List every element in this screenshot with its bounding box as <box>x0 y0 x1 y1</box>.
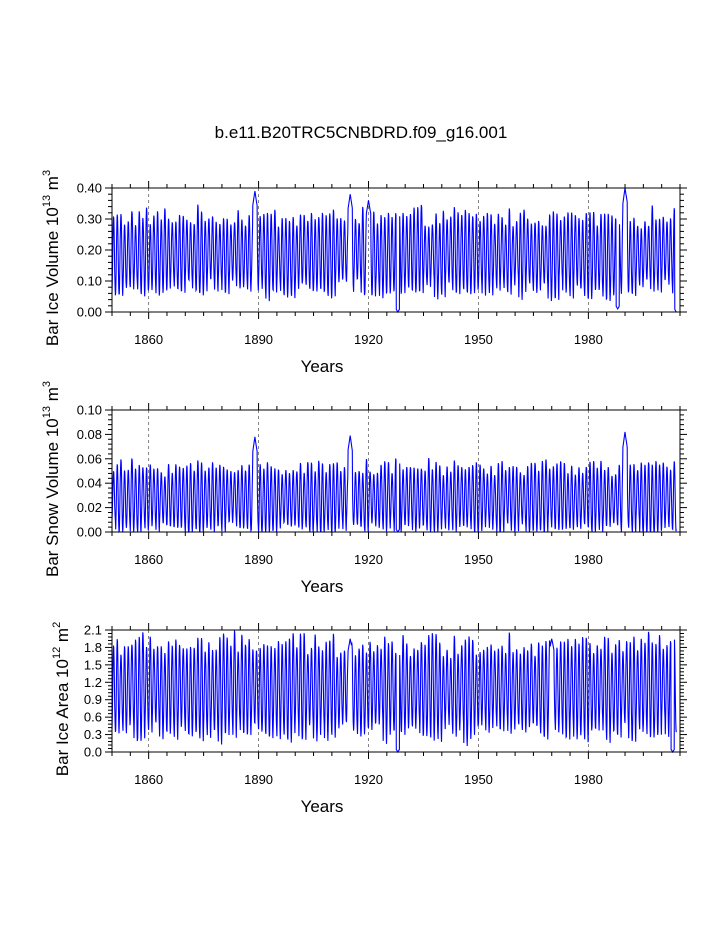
x-axis-label: Years <box>301 797 344 816</box>
ytick-label: 0.6 <box>84 710 102 725</box>
xtick-label: 1890 <box>244 332 273 347</box>
xtick-label: 1950 <box>464 552 493 567</box>
y-axis-label: Bar Snow Volume 1013 m3 <box>41 381 62 577</box>
xtick-label: 1890 <box>244 552 273 567</box>
ytick-label: 0.10 <box>77 403 102 418</box>
x-axis-label: Years <box>301 357 344 376</box>
ytick-label: 0.20 <box>77 243 102 258</box>
panel-ice-area: 0.0 0.3 0.6 0.9 1.2 1.5 1.8 2.1 1860 1890 1920 1950… <box>51 622 687 816</box>
ytick-label: 2.1 <box>84 623 102 638</box>
xtick-label: 1860 <box>134 332 163 347</box>
xtick-label: 1890 <box>244 772 273 787</box>
ytick-label: 1.5 <box>84 657 102 672</box>
y-axis-label: Bar Ice Volume 1013 m3 <box>41 170 62 346</box>
xtick-label: 1920 <box>354 332 383 347</box>
ytick-label: 0.02 <box>77 500 102 515</box>
ytick-label: 0.10 <box>77 274 102 289</box>
page-title: b.e11.B20TRC5CNBDRD.f09_g16.001 <box>215 123 508 142</box>
xtick-label: 1950 <box>464 332 493 347</box>
x-axis-label: Years <box>301 577 344 596</box>
ytick-label: 0.40 <box>77 181 102 196</box>
xtick-label: 1860 <box>134 772 163 787</box>
ytick-label: 0.08 <box>77 427 102 442</box>
ytick-label: 0.9 <box>84 692 102 707</box>
plot-frame <box>111 629 681 753</box>
ytick-label: 0.04 <box>77 476 102 491</box>
xtick-label: 1920 <box>354 772 383 787</box>
panels: 0.00 0.10 0.20 0.30 0.40 1860 1890 1920 1950 1980… <box>41 170 687 816</box>
ytick-label: 0.00 <box>77 525 102 540</box>
y-axis-label: Bar Ice Area 1012 m2 <box>51 622 72 776</box>
ytick-label: 0.06 <box>77 451 102 466</box>
series-line <box>111 187 677 314</box>
xtick-label: 1980 <box>574 332 603 347</box>
xtick-label: 1950 <box>464 772 493 787</box>
ytick-label: 0.30 <box>77 212 102 227</box>
ytick-label: 0.00 <box>77 305 102 320</box>
series-line <box>111 431 677 534</box>
panel-ice-volume: 0.00 0.10 0.20 0.30 0.40 1860 1890 1920 1950 1980… <box>41 170 687 376</box>
ytick-label: 0.3 <box>84 727 102 742</box>
series-line <box>111 630 677 754</box>
ytick-label: 0.0 <box>84 745 102 760</box>
ytick-label: 1.2 <box>84 675 102 690</box>
xtick-label: 1980 <box>574 552 603 567</box>
xtick-label: 1980 <box>574 772 603 787</box>
xtick-label: 1920 <box>354 552 383 567</box>
xtick-label: 1860 <box>134 552 163 567</box>
panel-snow-volume: 0.00 0.02 0.04 0.06 0.08 0.10 1860 1890 1920 1950… <box>41 381 687 596</box>
ytick-label: 1.8 <box>84 640 102 655</box>
plot-frame <box>111 409 681 533</box>
